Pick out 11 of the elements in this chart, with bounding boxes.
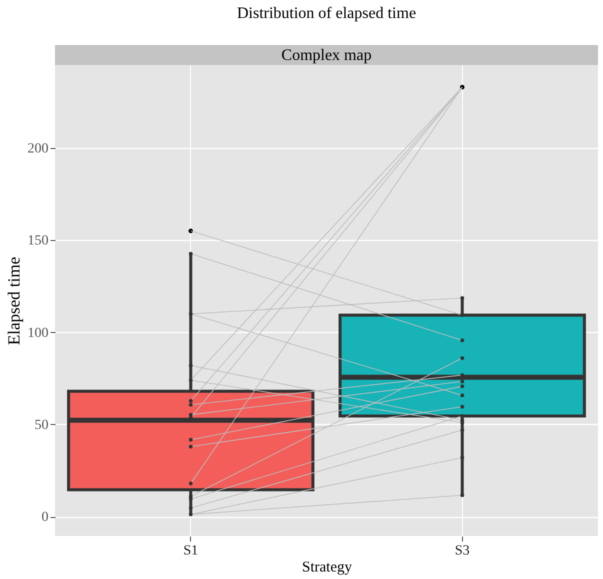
y-tick-label: 150: [28, 234, 48, 249]
x-tick-label: S1: [183, 544, 198, 558]
y-axis-title: Elapsed time: [4, 256, 24, 346]
y-tick-label: 100: [28, 326, 48, 341]
chart-subtitle: Complex map: [281, 47, 372, 64]
chart-title: Distribution of elapsed time: [236, 5, 416, 22]
x-axis-title: Strategy: [302, 560, 352, 576]
y-tick-label: 200: [28, 141, 48, 156]
y-tick-label: 0: [42, 510, 48, 526]
x-tick-label: S3: [454, 544, 470, 558]
y-tick-label: 50: [34, 418, 48, 433]
